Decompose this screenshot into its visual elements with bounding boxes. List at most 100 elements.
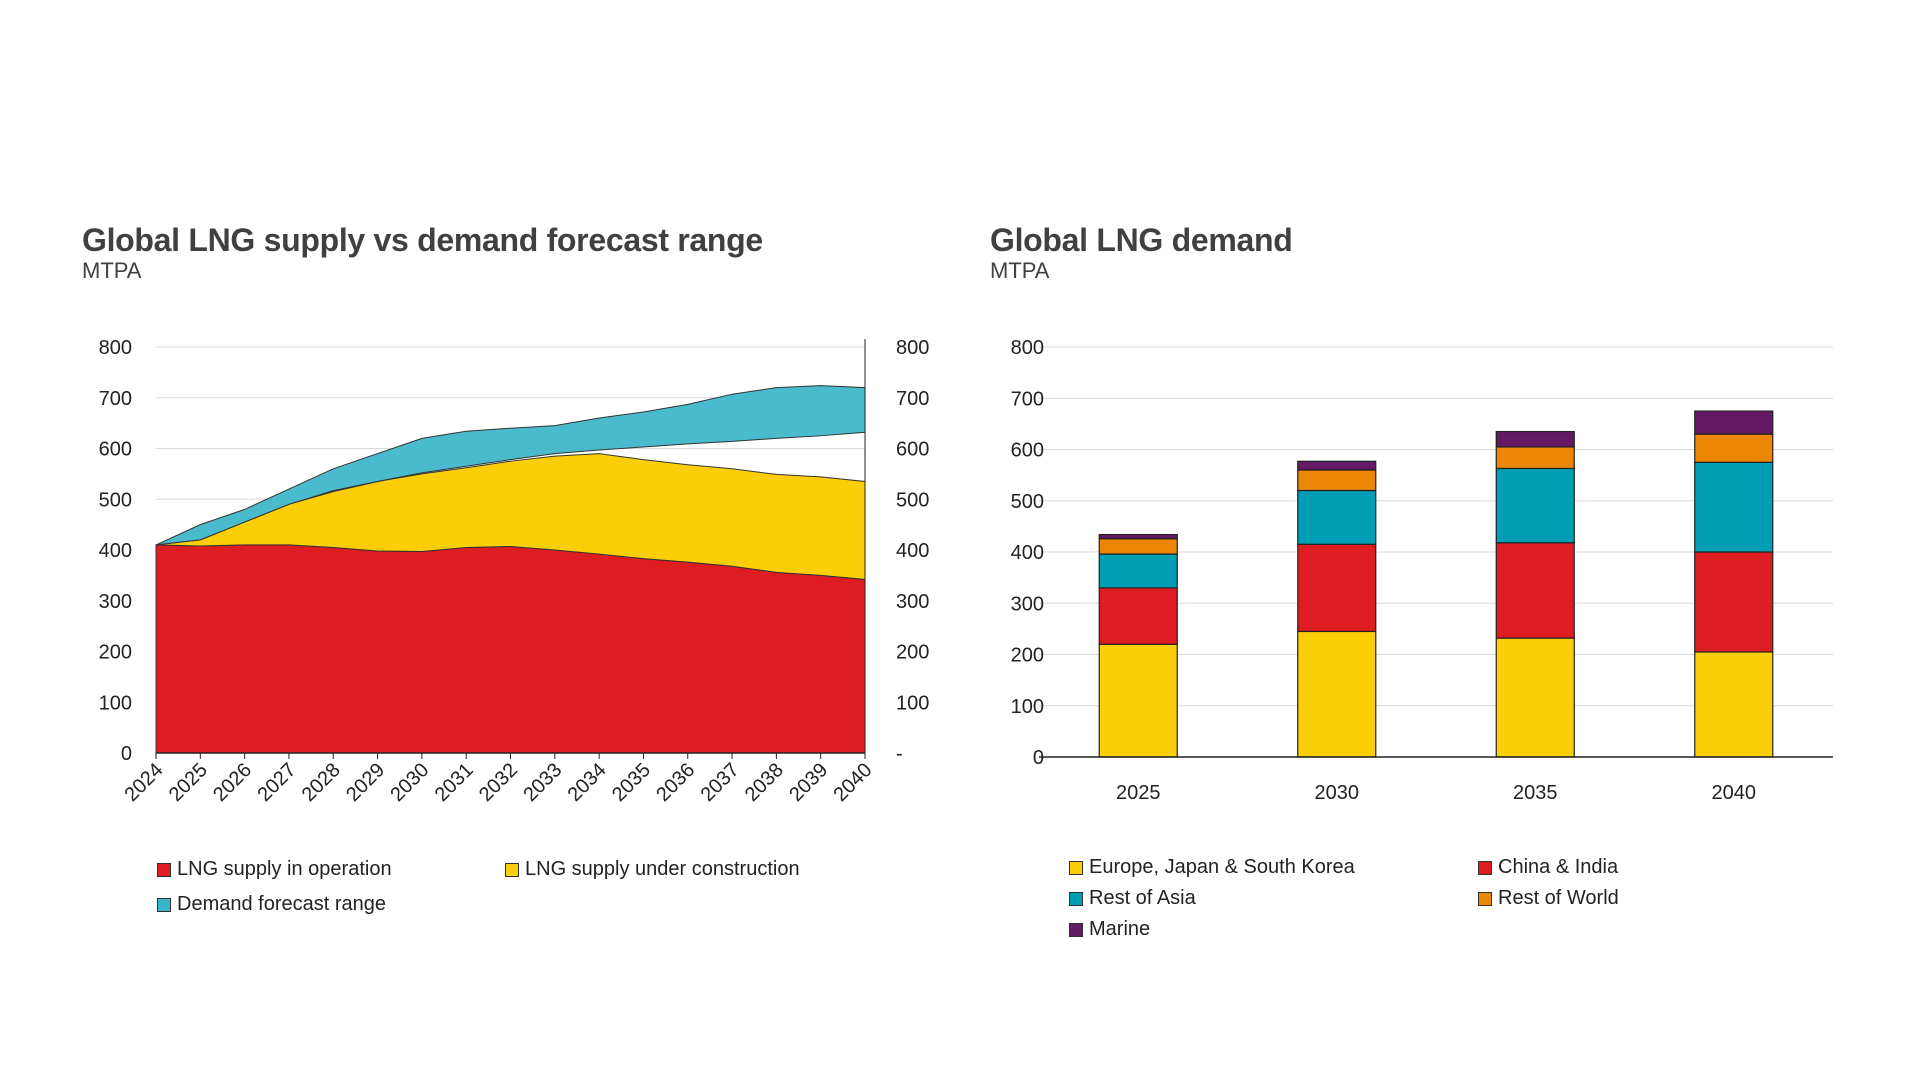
y-tick-label: 600 xyxy=(1011,440,1044,462)
bar-segment xyxy=(1495,446,1575,470)
y-tick-label: 800 xyxy=(1011,337,1044,359)
y-tick-label: 0 xyxy=(1033,747,1044,769)
y2-tick-label: 800 xyxy=(896,337,929,359)
legend-label: Demand forecast range xyxy=(177,893,387,915)
bar-segment xyxy=(1098,553,1178,589)
chart-subtitle: MTPA xyxy=(990,258,1050,283)
legend-item: LNG supply under construction xyxy=(505,858,800,881)
y2-tick-label: 100 xyxy=(896,692,929,714)
legend-item: LNG supply in operation xyxy=(157,858,392,881)
x-tick-label: 2039 xyxy=(785,759,832,806)
legend-swatch xyxy=(1069,891,1083,906)
legend-label: Marine xyxy=(1089,918,1151,940)
bar-segment xyxy=(1297,469,1377,492)
area-chart: 0 100 200 300 400 500 600 700 800 - 100 200 300 400 50… xyxy=(99,337,930,806)
x-tick-label: 2034 xyxy=(564,759,611,806)
bar-segment xyxy=(1495,542,1575,639)
bar-segment xyxy=(1297,460,1377,471)
legend-label: LNG supply in operation xyxy=(177,858,392,880)
y-tick-label: 700 xyxy=(1011,388,1044,410)
bar-segment xyxy=(1694,410,1774,435)
y2-tick-label: 700 xyxy=(896,388,929,410)
bar-segment xyxy=(1297,630,1377,758)
legend-swatch xyxy=(157,862,171,877)
legend-swatch xyxy=(1069,922,1083,937)
x-tick-label: 2026 xyxy=(209,759,256,806)
x-tick-label: 2040 xyxy=(830,759,877,806)
bar-segment xyxy=(1098,587,1178,645)
y-tick-label: 200 xyxy=(99,642,132,664)
bar-segment xyxy=(1495,637,1575,758)
x-tick-label: 2028 xyxy=(298,759,345,806)
y-tick-label: 100 xyxy=(1011,696,1044,718)
y-tick-label: 0 xyxy=(121,743,132,765)
legend-label: LNG supply under construction xyxy=(525,858,800,880)
x-tick-label: 2040 xyxy=(1712,782,1757,804)
x-tick-label: 2030 xyxy=(1315,782,1360,804)
y-tick-label: 600 xyxy=(99,439,132,461)
x-tick-label: 2033 xyxy=(519,759,566,806)
bar-segment xyxy=(1098,533,1178,540)
series-area-supply-in-operation xyxy=(155,544,866,754)
legend-swatch xyxy=(1478,891,1492,906)
legend-item: Europe, Japan & South Korea xyxy=(1069,856,1355,879)
stacked-bar-chart: 0 100 200 300 400 500 600 700 800 2025 2030 2035 204… xyxy=(1011,337,1833,804)
legend-swatch xyxy=(157,897,171,912)
y-tick-label: 500 xyxy=(99,489,132,511)
y-tick-label: 200 xyxy=(1011,645,1044,667)
x-tick-label: 2036 xyxy=(652,759,699,806)
bar-segment xyxy=(1297,489,1377,545)
bar-segment xyxy=(1495,430,1575,448)
chart-title: Global LNG demand xyxy=(990,222,1293,258)
bar-segment xyxy=(1297,543,1377,633)
bar-segment xyxy=(1495,467,1575,544)
demand-chart-panel: Global LNG demand MTPA 0 100 200 300 400 500 6… xyxy=(960,0,1920,1080)
y-tick-label: 300 xyxy=(1011,593,1044,615)
y-tick-label: 400 xyxy=(1011,542,1044,564)
x-tick-label: 2030 xyxy=(386,759,433,806)
x-tick-label: 2027 xyxy=(253,759,300,806)
x-tick-label: 2038 xyxy=(741,759,788,806)
x-tick-label: 2024 xyxy=(121,759,168,806)
y2-tick-label: 300 xyxy=(896,591,929,613)
y-tick-label: 400 xyxy=(99,540,132,562)
legend-item: Rest of Asia xyxy=(1069,887,1196,910)
y-tick-label: 300 xyxy=(99,591,132,613)
legend-swatch xyxy=(1069,860,1083,875)
x-tick-label: 2037 xyxy=(697,759,744,806)
y-tick-label: 800 xyxy=(99,337,132,359)
legend-item: Rest of World xyxy=(1478,887,1619,910)
legend-item: China & India xyxy=(1478,856,1618,879)
chart-title: Global LNG supply vs demand forecast ran… xyxy=(82,222,763,258)
legend-label: Europe, Japan & South Korea xyxy=(1089,856,1355,878)
bar-segment xyxy=(1694,551,1774,653)
legend-item: Marine xyxy=(1069,918,1150,941)
y-tick-label: 100 xyxy=(99,692,132,714)
bar-segment xyxy=(1098,643,1178,758)
chart-subtitle: MTPA xyxy=(82,258,142,283)
legend-label: Rest of Asia xyxy=(1089,887,1196,909)
bar-segment xyxy=(1694,651,1774,758)
x-tick-label: 2025 xyxy=(1116,782,1161,804)
legend-swatch xyxy=(1478,860,1492,875)
bar-segment xyxy=(1694,461,1774,553)
x-tick-label: 2031 xyxy=(431,759,478,806)
legend-label: Rest of World xyxy=(1498,887,1619,909)
y2-tick-label: 600 xyxy=(896,439,929,461)
legend-item: Demand forecast range xyxy=(157,893,386,916)
legend-label: China & India xyxy=(1498,856,1619,878)
x-tick-label: 2035 xyxy=(608,759,655,806)
y2-tick-label: 500 xyxy=(896,489,929,511)
x-tick-label: 2025 xyxy=(165,759,212,806)
x-tick-label: 2029 xyxy=(342,759,389,806)
x-tick-label: 2032 xyxy=(475,759,522,806)
y2-tick-label: 400 xyxy=(896,540,929,562)
bar-segment xyxy=(1694,433,1774,463)
x-tick-label: 2035 xyxy=(1513,782,1558,804)
bar-segment xyxy=(1098,538,1178,555)
y-tick-label: 500 xyxy=(1011,491,1044,513)
legend-swatch xyxy=(505,862,519,877)
y2-tick-label: 200 xyxy=(896,642,929,664)
y2-tick-label: - xyxy=(896,743,903,765)
y-tick-label: 700 xyxy=(99,388,132,410)
